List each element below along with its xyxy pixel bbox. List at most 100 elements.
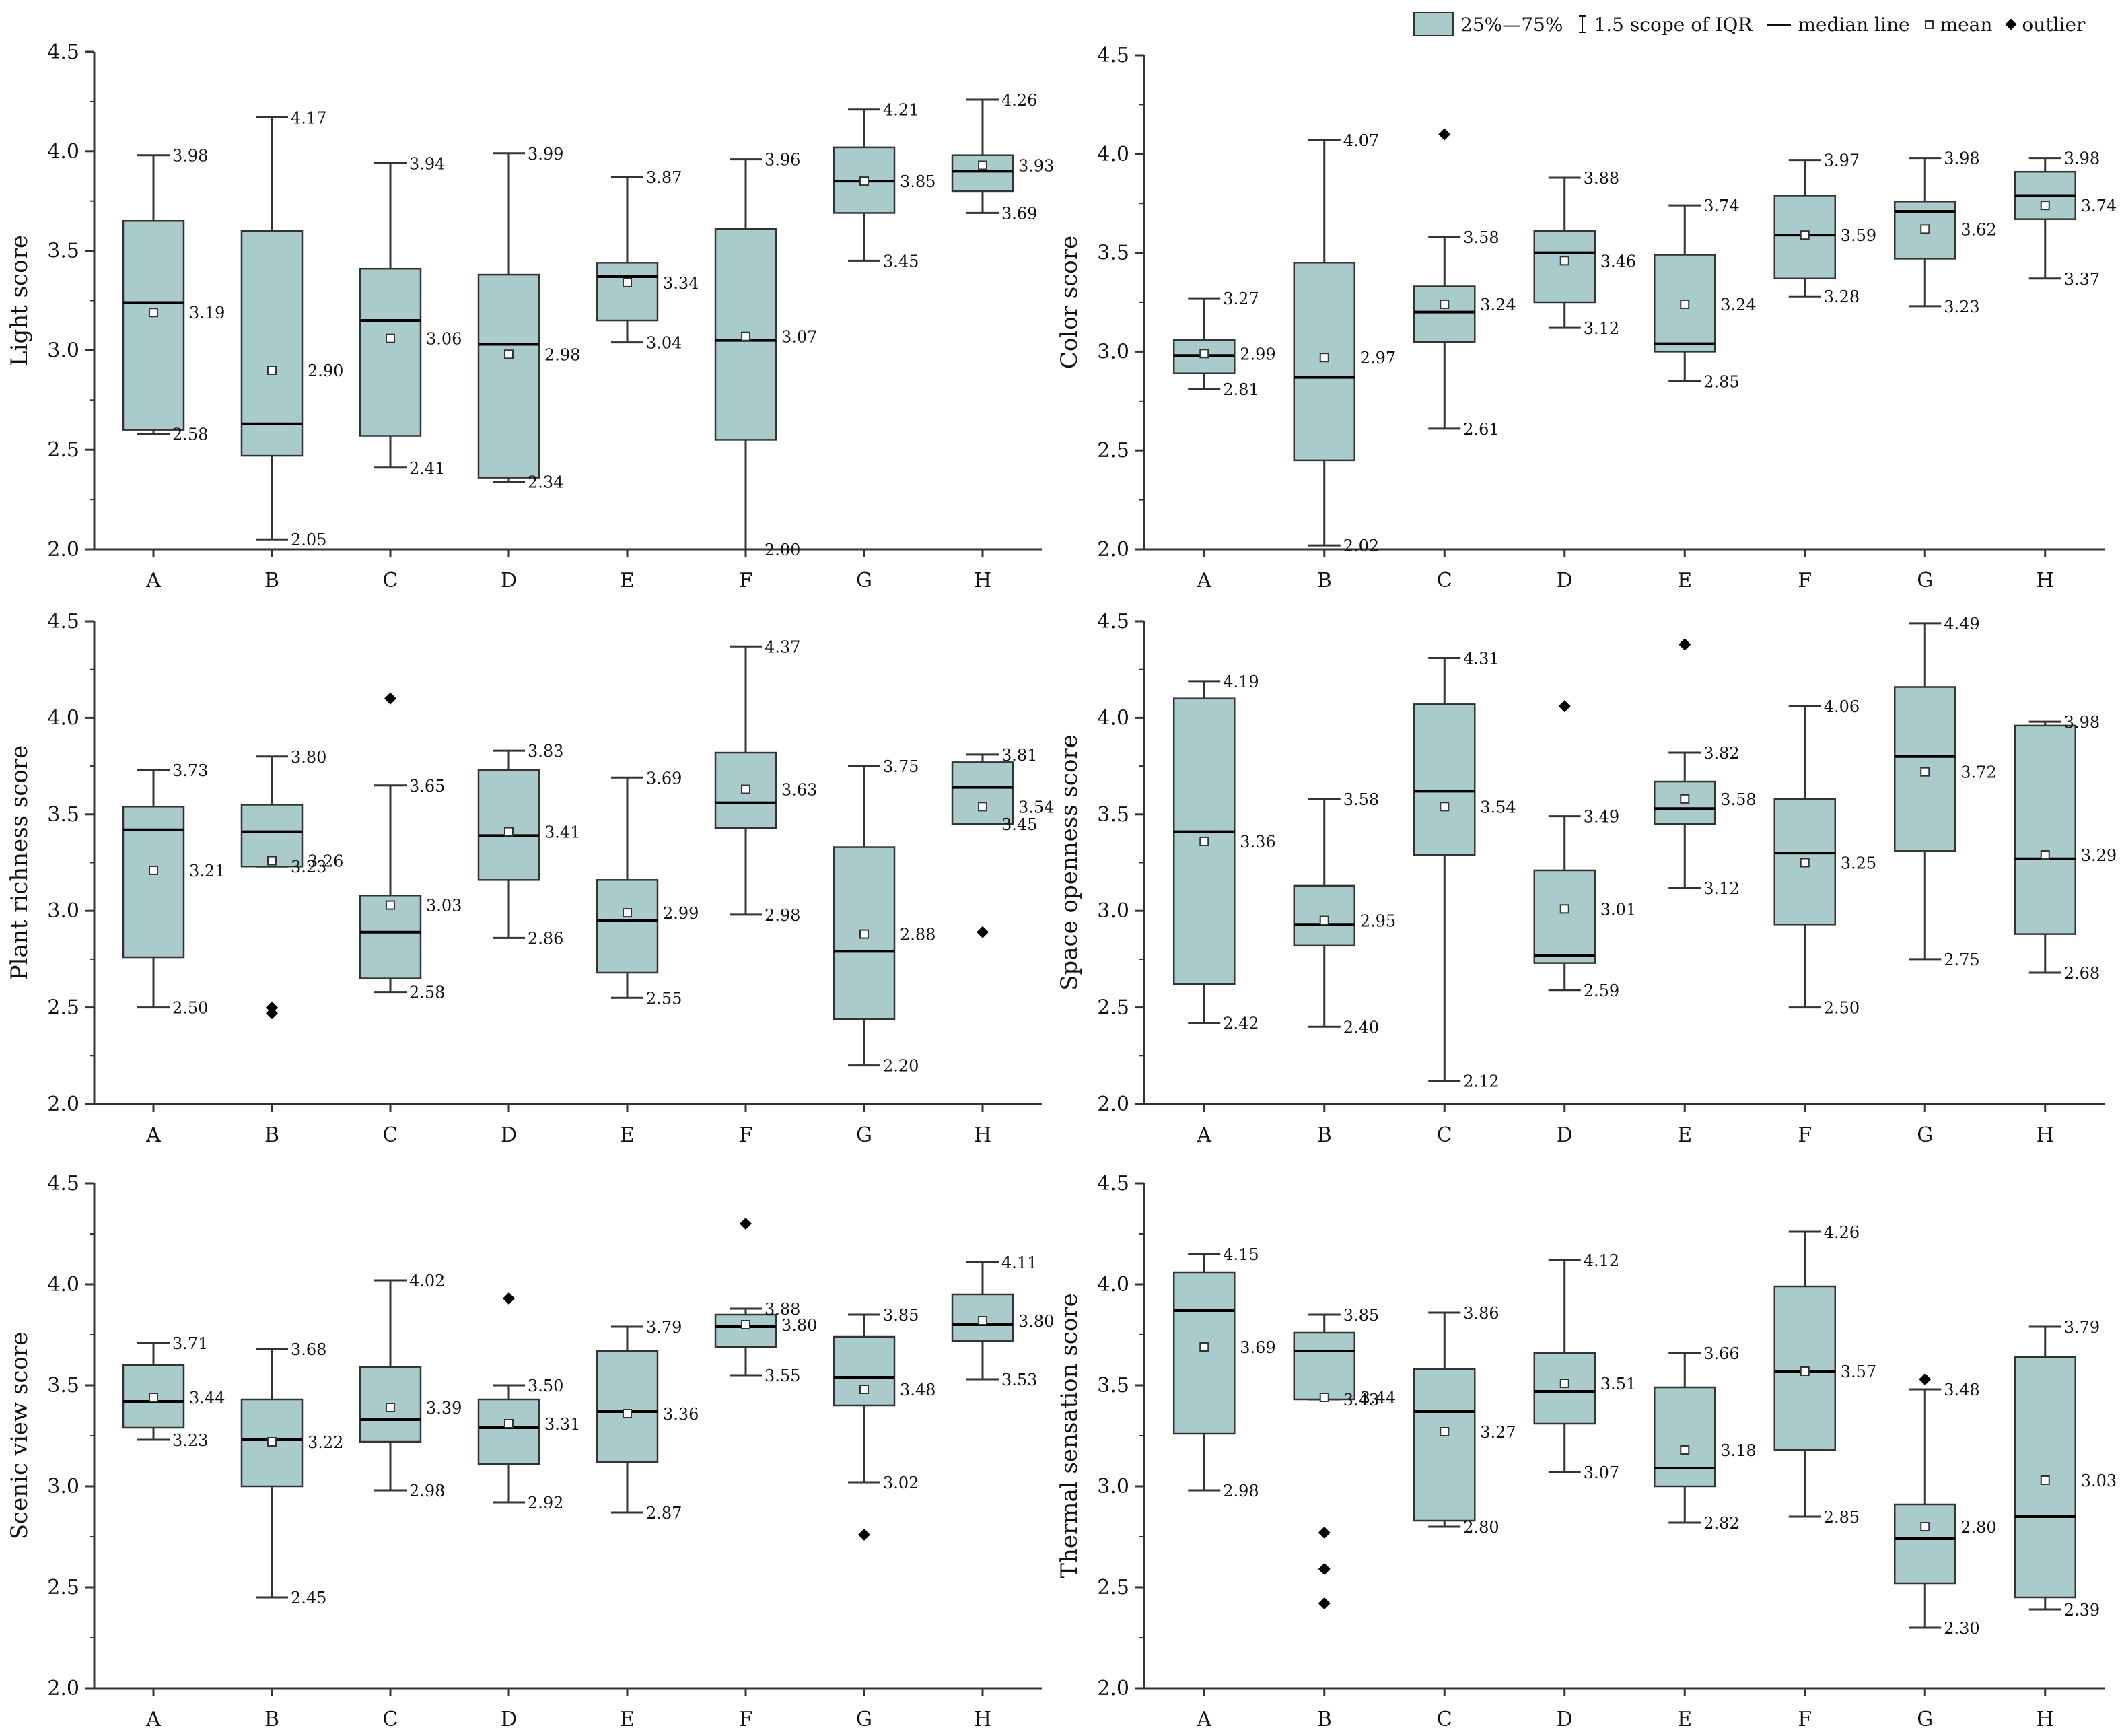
- x-tick-label: F: [739, 1123, 753, 1147]
- median-line-icon: [1767, 23, 1792, 26]
- mean-marker: [1559, 904, 1569, 914]
- mean-value-label: 3.34: [663, 274, 699, 293]
- mean-value-label: 3.24: [1720, 296, 1756, 314]
- x-tick-label: G: [856, 1708, 872, 1731]
- box-C: 4.31 2.12 3.54: [1413, 649, 1516, 1091]
- whisker-low-label: 3.69: [1001, 204, 1037, 223]
- mean-marker: [504, 827, 514, 837]
- x-tick-label: A: [145, 1708, 161, 1731]
- mean-value-label: 3.51: [1600, 1375, 1636, 1393]
- whisker-high-label: 4.07: [1343, 131, 1379, 150]
- whisker-low-label: 2.61: [1463, 420, 1499, 439]
- whisker-low-label: 2.98: [409, 1482, 445, 1500]
- x-tick-label: H: [2037, 569, 2054, 592]
- y-tick-label: 4.0: [47, 140, 79, 164]
- x-tick-label: G: [856, 569, 872, 592]
- box-A: 3.27 2.81 2.99: [1173, 289, 1276, 399]
- mean-marker: [859, 929, 869, 939]
- mean-marker: [1440, 1427, 1450, 1436]
- whisker-high-label: 4.19: [1223, 672, 1259, 691]
- mean-value-label: 3.03: [2081, 1471, 2117, 1490]
- mean-value-label: 3.58: [1720, 790, 1756, 809]
- whisker-high-label: 3.86: [1463, 1304, 1499, 1323]
- box-H: 3.98 3.37 3.74: [2014, 149, 2117, 289]
- mean-marker: [386, 900, 395, 910]
- whisker-high-label: 4.15: [1223, 1245, 1259, 1264]
- x-tick-label: D: [501, 569, 517, 592]
- whisker-high-label: 3.27: [1223, 289, 1259, 308]
- mean-marker: [386, 333, 395, 343]
- y-tick-label: 3.0: [47, 1475, 79, 1498]
- mean-value-label: 3.74: [2081, 197, 2117, 215]
- x-tick-label: C: [1437, 569, 1452, 592]
- whisker-low-label: 3.02: [883, 1473, 919, 1492]
- whisker-low-label: 2.87: [646, 1504, 682, 1523]
- mean-marker: [2040, 850, 2050, 860]
- x-tick-label: A: [1196, 1123, 1211, 1147]
- x-tick-label: E: [1677, 1708, 1692, 1731]
- box-C: 3.65 2.58 3.03: [359, 692, 462, 1002]
- y-tick-label: 2.0: [1097, 1677, 1129, 1700]
- iqr-box: [1533, 1352, 1596, 1425]
- x-tick-label: H: [2037, 1708, 2054, 1731]
- whisker-high-label: 4.31: [1463, 649, 1499, 668]
- mean-marker: [149, 865, 158, 875]
- whisker-high-label: 4.26: [1001, 91, 1037, 110]
- x-tick-label: F: [739, 569, 753, 592]
- mean-value-label: 3.29: [2081, 846, 2117, 865]
- box-G: 3.75 2.20 2.88: [833, 757, 935, 1076]
- whisker-low-label: 3.12: [1584, 319, 1619, 338]
- x-tick-label: E: [1677, 569, 1692, 592]
- iqr-box: [1533, 869, 1596, 964]
- chart-panel-5: 2.0 2.5 3.0 3.5 4.0 4.5 Scenic view score A B C D E…: [6, 1172, 1054, 1731]
- y-axis-label: Light score: [6, 235, 33, 366]
- x-tick-label: C: [383, 1708, 398, 1731]
- y-axis-label: Space openness score: [1056, 734, 1083, 991]
- mean-marker: [978, 1316, 987, 1325]
- whisker-low-label: 2.80: [1463, 1518, 1499, 1537]
- y-tick-label: 3.5: [1097, 803, 1129, 827]
- mean-value-label: 3.25: [1841, 854, 1876, 873]
- whisker-icon: [1579, 15, 1586, 33]
- whisker-high-label: 3.50: [528, 1377, 563, 1395]
- box-B: 4.17 2.05 2.90: [240, 109, 343, 549]
- whisker-high-label: 4.37: [765, 637, 800, 656]
- mean-marker: [1920, 767, 1930, 777]
- box-E: 3.82 3.12 3.58: [1654, 638, 1757, 898]
- iqr-box: [2014, 724, 2076, 935]
- mean-value-label: 3.85: [900, 172, 935, 191]
- mean-marker: [267, 1437, 277, 1447]
- x-tick-label: G: [1917, 1123, 1933, 1147]
- iqr-box: [1293, 884, 1355, 947]
- mean-value-label: 2.99: [1240, 345, 1275, 363]
- iqr-box: [714, 1313, 777, 1348]
- box-A: 4.15 2.98 3.69: [1173, 1245, 1276, 1500]
- mean-value-label: 3.21: [189, 862, 225, 880]
- iqr-box: [596, 879, 659, 974]
- whisker-high-label: 3.69: [646, 769, 682, 788]
- iqr-box: [1894, 1503, 1956, 1585]
- y-tick-label: 2.5: [1097, 996, 1129, 1020]
- whisker-low-label: 2.05: [291, 530, 326, 549]
- x-tick-label: B: [264, 1708, 279, 1731]
- mean-value-label: 3.31: [544, 1415, 580, 1434]
- whisker-high-label: 3.98: [1944, 149, 1979, 168]
- mean-marker: [623, 1409, 632, 1418]
- box-G: 3.98 3.23 3.62: [1894, 149, 1997, 316]
- y-tick-label: 2.5: [47, 438, 79, 462]
- whisker-low-label: 3.12: [1703, 879, 1739, 898]
- mean-square-icon: [1924, 20, 1934, 29]
- box-F: 3.88 3.55 3.80: [714, 1218, 817, 1385]
- legend: 25%—75% 1.5 scope of IQR median line mea…: [1413, 5, 2085, 43]
- legend-whisker-label: 1.5 scope of IQR: [1594, 13, 1753, 36]
- box-B: 3.85 3.433.44: [1293, 1306, 1396, 1609]
- box-C: 3.94 2.41 3.06: [359, 155, 462, 478]
- box-A: 3.73 2.50 3.21: [122, 761, 225, 1018]
- whisker-high-label: 3.75: [883, 757, 919, 776]
- mean-marker: [1199, 836, 1209, 846]
- x-tick-label: B: [264, 1123, 279, 1147]
- whisker-low-label: 2.34: [528, 473, 563, 491]
- y-tick-label: 2.0: [1097, 538, 1129, 561]
- whisker-high-label: 3.58: [1463, 228, 1499, 247]
- whisker-low-label: 2.68: [2064, 964, 2100, 983]
